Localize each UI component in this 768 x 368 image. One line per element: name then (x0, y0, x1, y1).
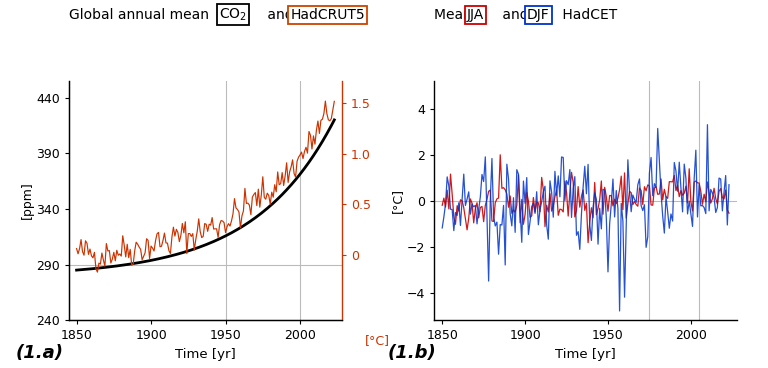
Text: [°C]: [°C] (365, 335, 389, 347)
Y-axis label: [ppm]: [ppm] (21, 182, 34, 219)
Text: DJF: DJF (527, 8, 550, 22)
Y-axis label: [°C]: [°C] (391, 188, 404, 213)
Text: HadCRUT5: HadCRUT5 (290, 8, 365, 22)
Text: CO$_2$: CO$_2$ (219, 7, 247, 23)
Text: and: and (498, 8, 533, 22)
Text: JJA: JJA (467, 8, 484, 22)
Text: and: and (263, 8, 298, 22)
Text: Mean: Mean (434, 8, 476, 22)
Text: (1.b): (1.b) (388, 344, 436, 362)
Text: Global annual mean: Global annual mean (69, 8, 214, 22)
X-axis label: Time [yr]: Time [yr] (555, 348, 616, 361)
X-axis label: Time [yr]: Time [yr] (175, 348, 236, 361)
Text: (1.a): (1.a) (15, 344, 63, 362)
Text: HadCET: HadCET (558, 8, 617, 22)
